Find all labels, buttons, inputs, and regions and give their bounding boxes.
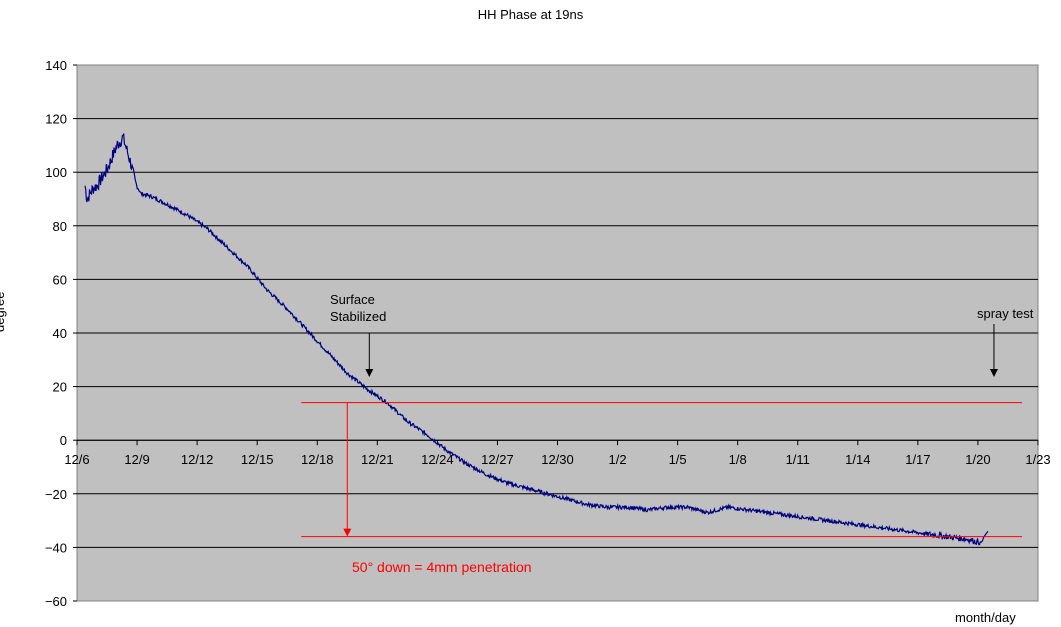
y-tick-label: −20: [45, 487, 67, 502]
x-tick-label: 1/20: [965, 452, 990, 467]
y-tick-label: −60: [45, 594, 67, 609]
y-tick-label: 120: [45, 112, 67, 127]
y-tick-label: 140: [45, 58, 67, 73]
x-tick-label: 1/5: [669, 452, 687, 467]
surface-stabilized-arrow-head: [365, 369, 374, 377]
phase-series-line: [84, 133, 989, 546]
penetration-arrow-head: [343, 528, 352, 537]
x-tick-label: 1/14: [845, 452, 870, 467]
chart-title: HH Phase at 19ns: [477, 7, 584, 22]
x-tick-label: 1/17: [905, 452, 930, 467]
y-tick-label: 100: [45, 165, 67, 180]
penetration-label: 50° down = 4mm penetration: [352, 559, 532, 575]
x-tick-label: 12/9: [124, 452, 149, 467]
x-tick-label: 12/21: [361, 452, 394, 467]
y-tick-label: 80: [53, 219, 67, 234]
y-tick-label: 20: [53, 380, 67, 395]
y-axis: −60 −40 −20 0 20 40 60 80 100 120 140: [45, 58, 77, 609]
y-tick-label: 60: [53, 272, 67, 287]
y-axis-label: degree: [0, 291, 7, 332]
x-tick-label: 1/11: [786, 452, 810, 467]
spray-test-arrow-head: [989, 369, 998, 377]
x-tick-label: 12/30: [541, 452, 574, 467]
x-tick-label: 12/27: [481, 452, 514, 467]
x-tick-label: 12/18: [301, 452, 334, 467]
x-tick-label: 12/12: [181, 452, 214, 467]
x-tick-label: 12/6: [64, 452, 89, 467]
y-tick-label: 40: [53, 326, 67, 341]
x-tick-label: 1/2: [609, 452, 627, 467]
x-axis-label: month/day: [955, 610, 1016, 625]
x-tick-label: 12/15: [241, 452, 274, 467]
annotations: [301, 324, 1022, 538]
x-axis: 12/6 12/9 12/12 12/15 12/18 12/21 12/24 12/27 12…: [64, 439, 1051, 467]
x-tick-label: 12/24: [421, 452, 454, 467]
surface-stabilized-label: Surface Stabilized: [330, 292, 387, 324]
y-tick-label: 0: [60, 433, 67, 448]
spray-test-label: spray test: [977, 306, 1034, 321]
x-tick-label: 1/8: [729, 452, 747, 467]
y-tick-label: −40: [45, 540, 67, 555]
x-tick-label: 1/23: [1025, 452, 1050, 467]
